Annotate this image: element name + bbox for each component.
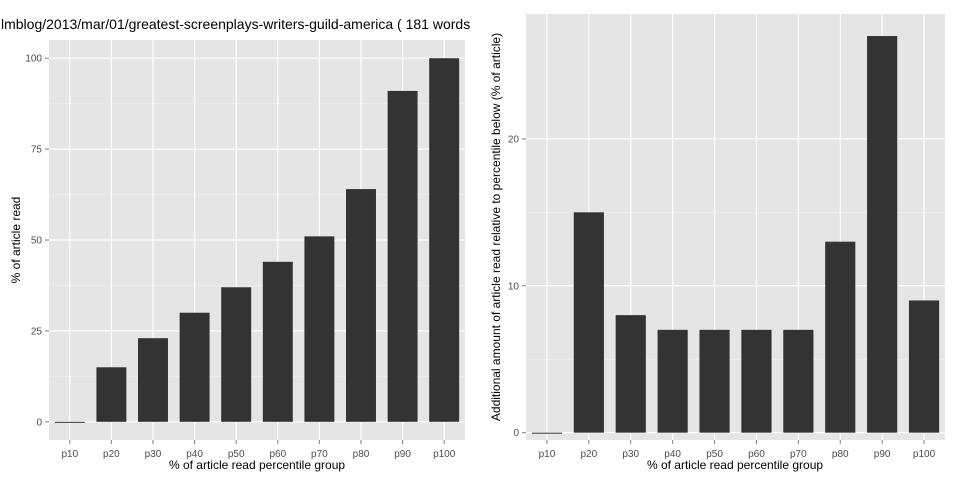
- x-tick-label: p60: [748, 449, 765, 460]
- x-tick-label: p60: [269, 449, 286, 460]
- x-tick-label: p80: [353, 449, 370, 460]
- left-chart: 0 25 50 75 100 p10 p20 p30 p40 p50 p60 p70 p80 p90 p10…: [9, 40, 465, 472]
- x-tick-label: p50: [228, 449, 245, 460]
- bar: [346, 189, 376, 422]
- bar: [573, 212, 604, 433]
- right-chart: 0 10 20 p10 p20 p30 p40 p50 p60 p70 p80 p90 p100 % of…: [489, 14, 945, 472]
- x-tick-label: p10: [539, 449, 556, 460]
- bar: [429, 58, 460, 422]
- x-tick-label: p20: [103, 449, 120, 460]
- bar: [699, 329, 730, 433]
- y-axis-label: Additional amount of article read relati…: [489, 33, 503, 421]
- bar: [221, 287, 252, 422]
- bar: [825, 241, 856, 433]
- bar: [179, 312, 210, 422]
- bar: [304, 236, 335, 422]
- y-tick-label: 10: [508, 281, 520, 292]
- bar: [531, 432, 563, 434]
- x-tick-label: p20: [581, 449, 598, 460]
- y-tick-label: 100: [25, 54, 42, 65]
- y-tick-label: 0: [513, 428, 519, 439]
- bar: [908, 300, 940, 433]
- x-tick-label: p90: [874, 449, 891, 460]
- x-tick-label: p30: [145, 449, 162, 460]
- bar: [387, 90, 418, 422]
- x-tick-label: p100: [433, 449, 456, 460]
- chart-title: lmblog/2013/mar/01/greatest-screenplays-…: [1, 16, 470, 32]
- x-axis-label: % of article read percentile group: [647, 458, 823, 472]
- x-tick-label: p30: [622, 449, 639, 460]
- x-axis-label: % of article read percentile group: [169, 458, 345, 472]
- y-tick-label: 0: [36, 417, 42, 428]
- bar: [741, 329, 772, 433]
- x-tick-label: p40: [664, 449, 681, 460]
- bar: [54, 421, 85, 423]
- bar: [96, 367, 127, 422]
- bar: [262, 261, 293, 422]
- y-tick-label: 20: [508, 134, 520, 145]
- y-axis-label: % of article read: [9, 197, 23, 284]
- bar: [615, 315, 646, 433]
- x-tick-label: p70: [790, 449, 807, 460]
- x-tick-label: p10: [61, 449, 78, 460]
- bar: [138, 338, 168, 422]
- x-tick-label: p80: [832, 449, 849, 460]
- x-tick-label: p100: [913, 449, 936, 460]
- bar: [783, 329, 814, 433]
- y-tick-label: 75: [31, 145, 43, 156]
- y-tick-label: 25: [31, 326, 43, 337]
- x-tick-label: p70: [311, 449, 328, 460]
- x-tick-label: p90: [394, 449, 411, 460]
- x-tick-label: p40: [186, 449, 203, 460]
- bar: [867, 36, 898, 433]
- y-tick-label: 50: [31, 236, 43, 247]
- bar: [657, 329, 688, 433]
- x-tick-label: p50: [706, 449, 723, 460]
